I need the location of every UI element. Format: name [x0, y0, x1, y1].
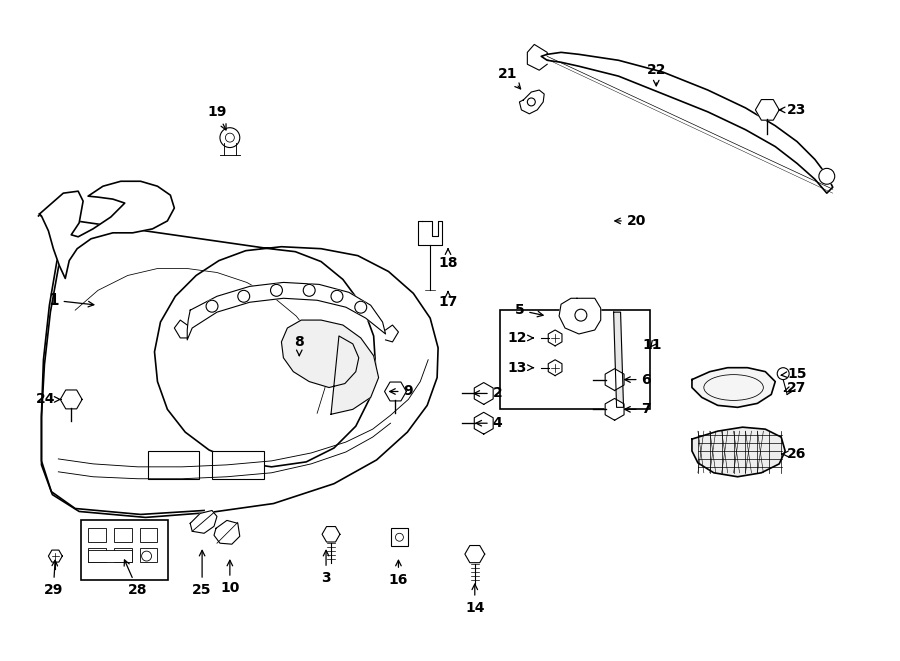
Text: 28: 28: [124, 560, 148, 597]
Text: 12: 12: [508, 331, 534, 345]
Polygon shape: [548, 360, 562, 375]
Text: 11: 11: [643, 338, 662, 352]
Circle shape: [331, 290, 343, 302]
Polygon shape: [474, 383, 493, 405]
Text: 5: 5: [515, 303, 543, 317]
Bar: [148, 451, 199, 479]
Text: 7: 7: [625, 403, 651, 416]
Circle shape: [271, 284, 283, 296]
Bar: [88, 548, 106, 562]
Circle shape: [220, 128, 239, 147]
Polygon shape: [548, 330, 562, 346]
Polygon shape: [282, 320, 379, 414]
Text: 27: 27: [784, 381, 806, 395]
Text: 13: 13: [508, 361, 534, 375]
Text: 16: 16: [389, 561, 408, 587]
Polygon shape: [559, 298, 600, 334]
Text: 3: 3: [321, 551, 331, 585]
Circle shape: [778, 368, 789, 379]
Text: 22: 22: [646, 63, 666, 86]
Polygon shape: [605, 399, 624, 420]
Polygon shape: [692, 368, 775, 407]
Bar: [500, 310, 651, 409]
Text: 14: 14: [465, 584, 484, 615]
Polygon shape: [692, 427, 785, 477]
Polygon shape: [187, 282, 385, 340]
Polygon shape: [541, 52, 832, 193]
Circle shape: [355, 301, 366, 313]
Bar: [88, 528, 106, 542]
Text: 25: 25: [193, 551, 212, 597]
Bar: [113, 528, 131, 542]
Polygon shape: [605, 369, 624, 391]
Polygon shape: [40, 181, 175, 278]
Polygon shape: [190, 510, 217, 533]
Circle shape: [238, 290, 249, 302]
Text: 29: 29: [44, 561, 63, 597]
Bar: [140, 548, 158, 562]
Polygon shape: [214, 520, 239, 544]
Bar: [391, 528, 409, 546]
Bar: [88, 550, 131, 562]
Text: 24: 24: [36, 393, 61, 407]
Circle shape: [819, 169, 834, 184]
Polygon shape: [41, 194, 438, 518]
Bar: [113, 548, 131, 562]
Text: 1: 1: [48, 293, 94, 308]
Text: 26: 26: [782, 447, 806, 461]
Bar: [140, 528, 158, 542]
Bar: [81, 520, 168, 580]
Polygon shape: [384, 382, 407, 401]
Text: 15: 15: [781, 367, 806, 381]
Polygon shape: [49, 550, 62, 562]
Text: 2: 2: [474, 387, 502, 401]
Text: 8: 8: [294, 335, 304, 356]
Text: 20: 20: [615, 214, 646, 228]
Text: 21: 21: [498, 67, 520, 89]
Circle shape: [206, 300, 218, 312]
Polygon shape: [60, 390, 82, 409]
Polygon shape: [322, 527, 340, 542]
Text: 17: 17: [438, 292, 458, 309]
Polygon shape: [519, 90, 544, 114]
Text: 6: 6: [625, 373, 651, 387]
Text: 10: 10: [220, 561, 239, 595]
Polygon shape: [614, 312, 624, 407]
Polygon shape: [474, 412, 493, 434]
Text: 23: 23: [779, 103, 806, 117]
Text: 19: 19: [207, 105, 227, 130]
Text: 9: 9: [390, 385, 413, 399]
Polygon shape: [755, 100, 779, 120]
Text: 4: 4: [476, 416, 502, 430]
Text: 18: 18: [438, 249, 458, 270]
Circle shape: [303, 284, 315, 296]
Bar: [212, 451, 264, 479]
Polygon shape: [465, 545, 485, 563]
Polygon shape: [418, 221, 442, 245]
